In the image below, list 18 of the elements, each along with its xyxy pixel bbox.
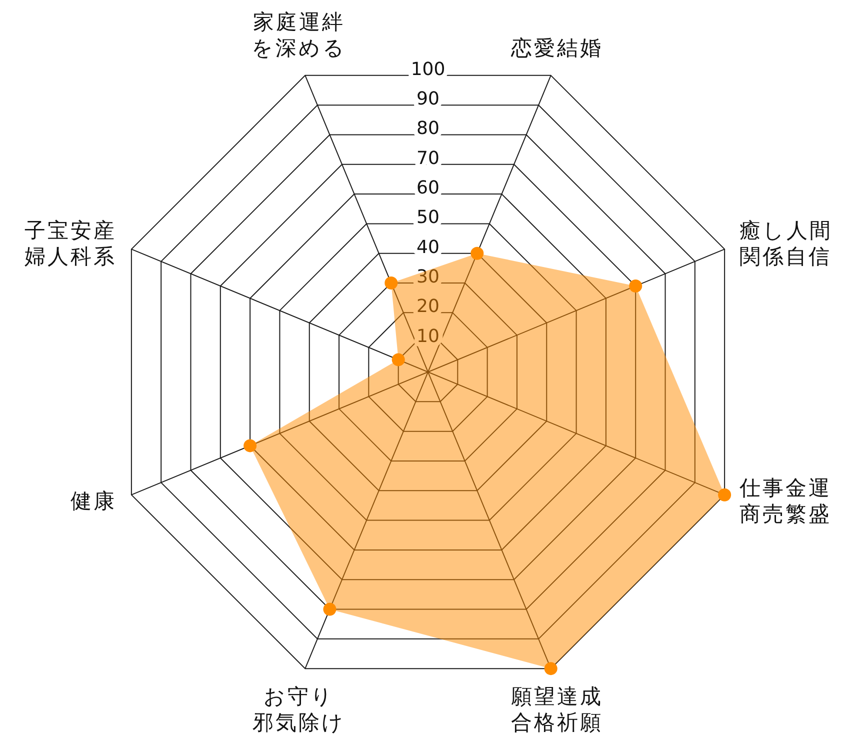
y-tick-label: 10 bbox=[416, 326, 440, 347]
spoke-label: 子宝安産婦人科系 bbox=[24, 218, 117, 268]
y-tick-label: 80 bbox=[416, 118, 440, 140]
spoke-label: 家庭運絆を深める bbox=[252, 10, 347, 60]
y-tick-label: 100 bbox=[410, 58, 446, 80]
y-tick-label: 70 bbox=[416, 148, 440, 169]
spoke-label: お守り邪気除け bbox=[252, 684, 346, 735]
spoke-label: 願望達成合格祈願 bbox=[510, 684, 603, 735]
y-tick-label: 90 bbox=[416, 88, 440, 110]
y-tick-label: 50 bbox=[416, 207, 440, 228]
spoke-label: 健康 bbox=[70, 489, 117, 514]
y-tick-label: 30 bbox=[416, 266, 440, 288]
spoke-label: 仕事金運商売繁盛 bbox=[738, 476, 832, 526]
spoke-label: 癒し人間関係自信 bbox=[739, 218, 832, 268]
spoke-label: 恋愛結婚 bbox=[510, 36, 603, 60]
y-tick-label: 20 bbox=[416, 296, 440, 318]
y-tick-label: 60 bbox=[416, 178, 440, 199]
y-tick-label: 40 bbox=[416, 236, 440, 258]
